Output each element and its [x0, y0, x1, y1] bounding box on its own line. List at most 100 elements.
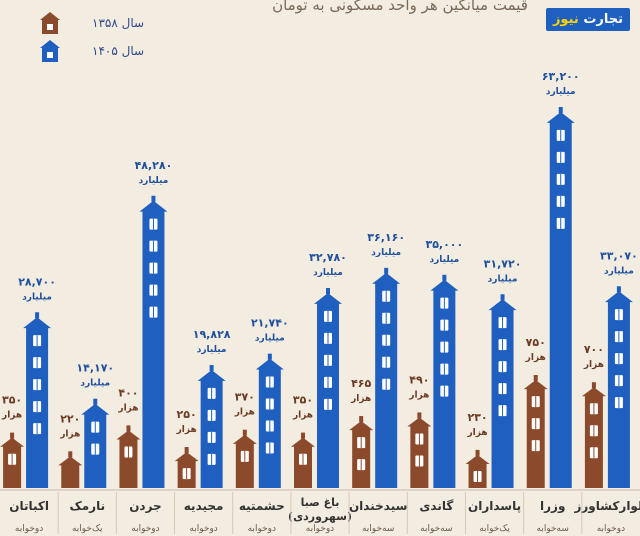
bar-old-0-chimney: [10, 432, 15, 439]
bar-old-1-roof: [58, 456, 83, 466]
unit-label-old-6: هزار: [350, 394, 371, 404]
bar-new-4-roof: [255, 358, 284, 370]
unit-label-new-4: میلیارد: [255, 334, 285, 344]
legend-new-house-icon: [40, 40, 60, 62]
unit-label-new-2: میلیارد: [139, 176, 169, 186]
bar-new-9-chimney: [558, 107, 563, 113]
unit-label-new-7: میلیارد: [429, 255, 459, 265]
bar-new-0: [23, 312, 52, 488]
unit-type-label-7: سه‌خوابه: [420, 524, 452, 534]
category-label-sub-5: (سهروردی): [288, 510, 352, 523]
value-label-old-2: ۴۰۰: [118, 386, 138, 399]
unit-label-new-9: میلیارد: [546, 87, 576, 97]
value-label-old-7: ۴۹۰: [409, 373, 429, 386]
category-label-5: باغ صبا: [301, 496, 340, 509]
value-label-new-3: ۱۹,۸۲۸: [193, 328, 231, 341]
bar-old-6-roof: [349, 421, 374, 431]
value-label-old-8: ۲۳۰: [467, 411, 487, 424]
value-label-old-0: ۳۵۰: [2, 394, 22, 407]
unit-label-old-1: هزار: [59, 429, 80, 439]
bar-new-3: [197, 365, 226, 488]
bar-old-10-roof: [581, 387, 606, 397]
value-label-new-10: ۳۳,۰۷۰: [600, 249, 638, 262]
bar-new-5-chimney: [326, 287, 330, 294]
value-label-new-0: ۲۸,۷۰۰: [18, 275, 56, 288]
bar-new-5: [314, 287, 342, 488]
unit-type-label-5: دوخوابه: [306, 524, 334, 534]
bar-new-6: [372, 267, 401, 488]
bar-old-9-roof: [523, 380, 548, 390]
value-label-new-4: ۲۱,۷۴۰: [251, 317, 289, 330]
bar-new-10-chimney: [616, 286, 621, 293]
bar-old-2-body: [119, 438, 138, 488]
bar-new-4-chimney: [267, 353, 272, 360]
legend-old-house-icon: [40, 12, 60, 34]
bar-old-9-chimney: [533, 375, 538, 381]
unit-label-new-5: میلیارد: [313, 268, 343, 278]
brand-part1: تجارت: [583, 12, 623, 27]
category-label-0: اکباتان: [9, 499, 49, 513]
category-label-3: مجیدیه: [184, 499, 224, 513]
bar-new-4: [255, 353, 284, 488]
bar-old-4: [232, 429, 257, 488]
bar-old-10-chimney: [591, 382, 596, 389]
bar-old-8: [465, 449, 490, 488]
bar-new-9-body: [549, 121, 572, 489]
bar-old-8-roof: [465, 454, 490, 464]
category-label-4: حشمتیه: [239, 499, 285, 513]
category-label-10: بلوارکشاورز: [573, 499, 640, 514]
unit-label-old-7: هزار: [408, 390, 429, 400]
bar-new-7-roof: [430, 279, 459, 291]
unit-label-old-4: هزار: [234, 408, 255, 418]
bar-old-5: [291, 432, 315, 488]
bar-old-9: [523, 375, 548, 488]
bar-old-0: [0, 432, 25, 488]
bar-old-10: [581, 382, 606, 488]
unit-type-label-4: دوخوابه: [248, 524, 276, 534]
bar-new-1: [81, 398, 110, 488]
unit-label-new-3: میلیارد: [197, 345, 227, 355]
bar-old-3-roof: [174, 452, 199, 462]
category-label-2: جردن: [129, 499, 162, 513]
bar-new-9: [546, 107, 575, 489]
unit-type-label-1: یک‌خوابه: [72, 524, 103, 534]
bar-new-8-chimney: [500, 294, 505, 301]
value-label-new-6: ۳۶,۱۶۰: [367, 231, 405, 244]
bar-old-6-body: [352, 429, 371, 488]
bar-old-5-body: [294, 445, 312, 488]
bar-old-5-chimney: [301, 432, 305, 439]
brand-part2: نیوز: [552, 12, 579, 27]
bar-new-5-roof: [314, 292, 342, 304]
category-label-6: سیدخندان: [349, 499, 407, 513]
bar-new-8-body: [491, 309, 514, 488]
unit-label-new-6: میلیارد: [371, 248, 401, 258]
category-label-9: وزرا: [540, 499, 565, 514]
bar-new-2-body: [142, 210, 165, 488]
unit-label-new-8: میلیارد: [488, 274, 518, 284]
bar-old-8-chimney: [475, 449, 480, 456]
bar-new-7: [430, 274, 459, 488]
bar-old-0-roof: [0, 437, 25, 447]
bar-new-5-body: [317, 302, 339, 488]
bar-new-3-chimney: [209, 365, 214, 372]
value-label-old-1: ۲۲۰: [60, 412, 80, 425]
bar-new-10-body: [607, 301, 630, 488]
bar-old-4-chimney: [242, 429, 247, 436]
unit-type-label-0: دوخوابه: [15, 524, 43, 534]
value-label-new-9: ۶۳,۲۰۰: [542, 70, 580, 83]
unit-label-old-10: هزار: [583, 360, 604, 370]
value-label-new-8: ۳۱,۷۲۰: [484, 257, 522, 270]
unit-label-old-5: هزار: [292, 411, 313, 421]
unit-type-label-8: یک‌خوابه: [479, 524, 510, 534]
chart-title: قیمت میانگین هر واحد مسکونی به تومان: [272, 0, 528, 14]
unit-type-label-6: سه‌خوابه: [362, 524, 394, 534]
unit-type-label-2: دوخوابه: [131, 524, 159, 534]
unit-label-new-0: میلیارد: [22, 292, 52, 302]
bar-new-9-roof: [546, 112, 575, 123]
bar-new-2-chimney: [151, 195, 156, 202]
bar-new-2-roof: [139, 200, 168, 212]
bar-old-5-roof: [291, 437, 315, 447]
legend-new-label: سال ۱۴۰۵: [92, 44, 145, 58]
value-label-old-3: ۲۵۰: [177, 408, 197, 421]
